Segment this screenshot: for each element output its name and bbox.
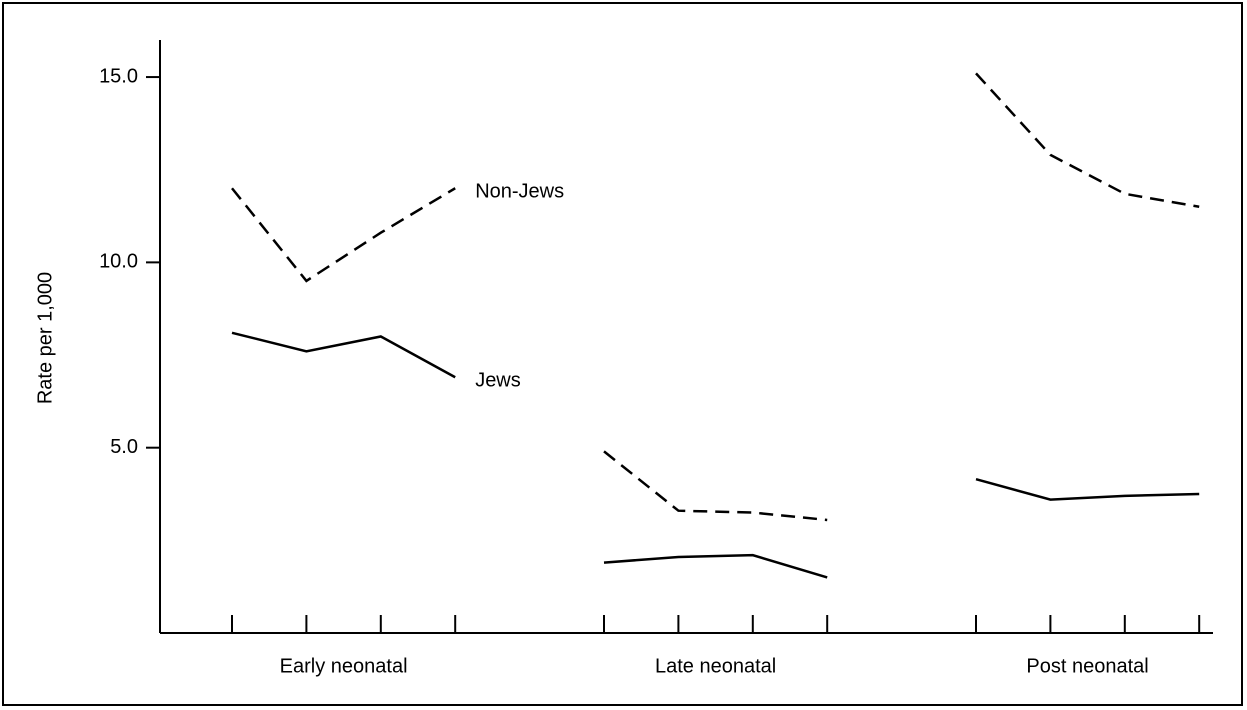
group-label: Early neonatal: [280, 655, 408, 677]
series-line: [975, 477, 1200, 501]
series-line: [231, 331, 456, 379]
y-tick-label: 10.0: [99, 251, 138, 273]
y-tick-label: 15.0: [99, 65, 138, 87]
series-line: [603, 553, 828, 579]
series-line: [603, 450, 828, 522]
series-label: Non-Jews: [475, 181, 564, 203]
y-tick-label: 5.0: [110, 436, 138, 458]
series-label: Jews: [475, 370, 521, 392]
series-line: [975, 72, 1200, 209]
group-label: Late neonatal: [655, 655, 776, 677]
series-line: [231, 187, 456, 283]
group-label: Post neonatal: [1026, 655, 1148, 677]
y-axis-label: Rate per 1,000: [34, 272, 56, 404]
